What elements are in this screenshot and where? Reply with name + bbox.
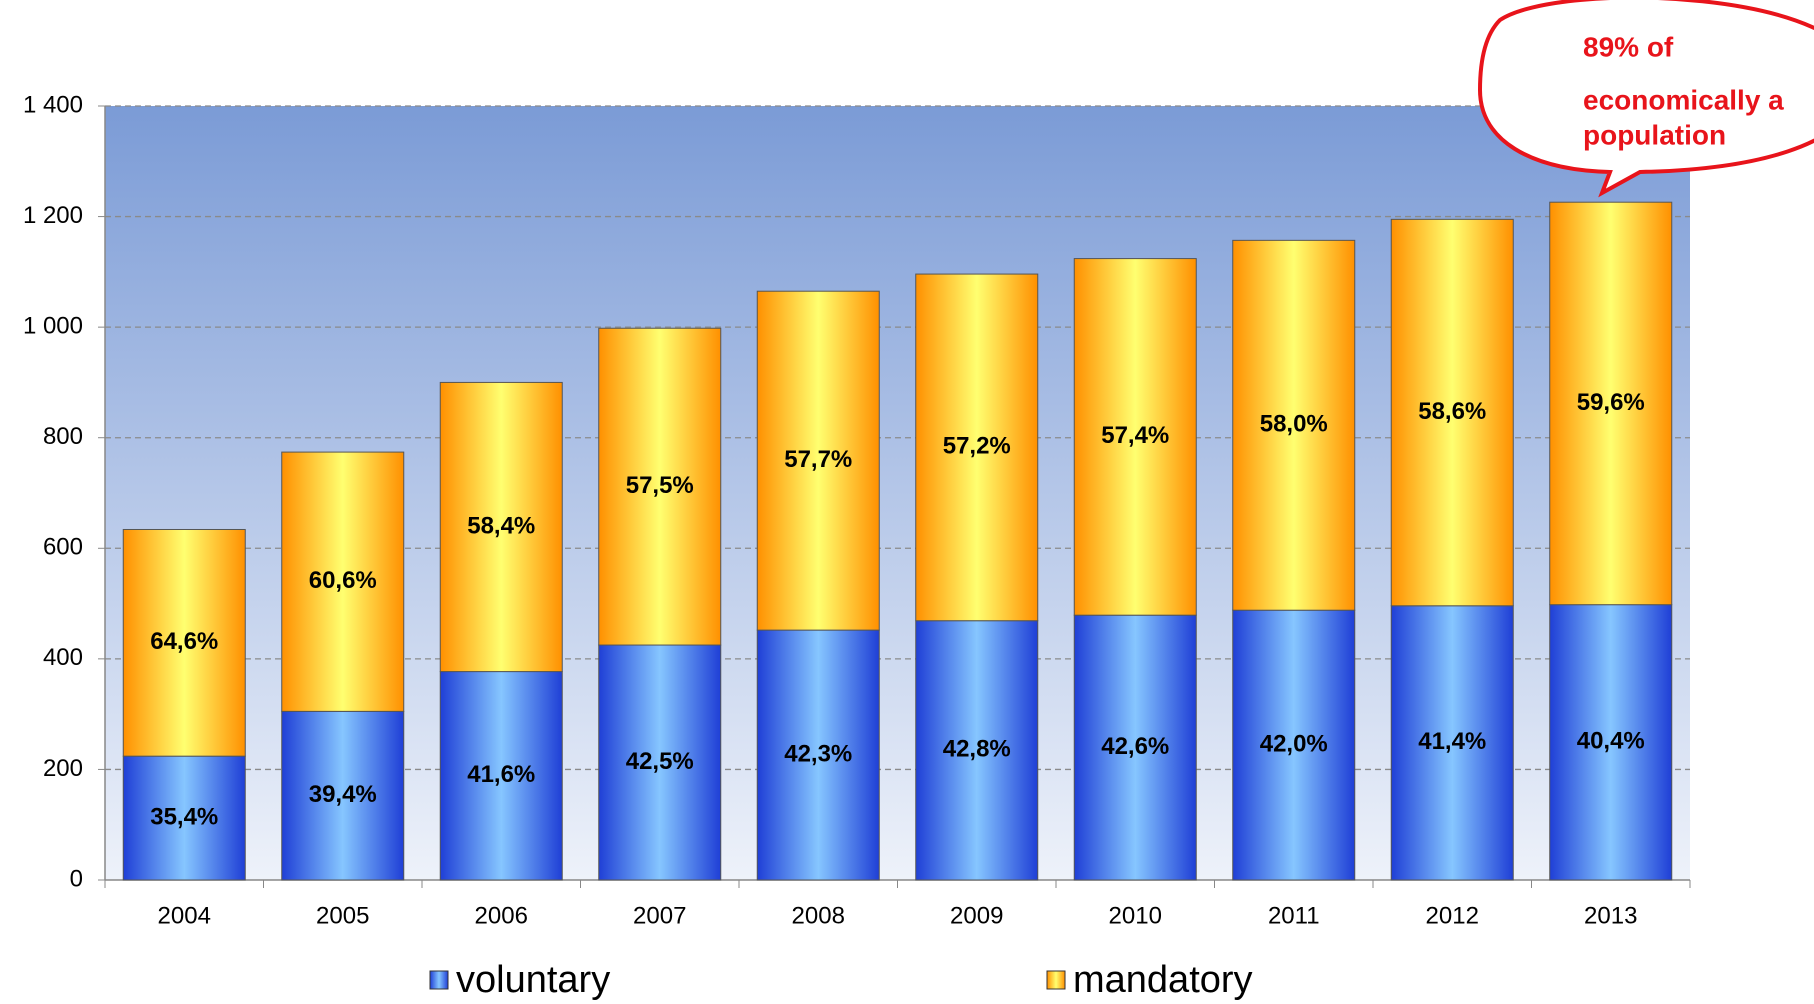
y-tick-label: 1 400 xyxy=(23,91,83,118)
percent-label: 60,6% xyxy=(309,567,377,594)
bar-segment xyxy=(439,671,563,881)
percent-label: 42,0% xyxy=(1260,730,1328,757)
y-tick-label: 600 xyxy=(43,534,83,561)
x-tick-label: 2007 xyxy=(633,902,686,929)
percent-label: 57,7% xyxy=(784,446,852,473)
percent-label: 57,2% xyxy=(943,433,1011,460)
percent-label: 42,8% xyxy=(943,736,1011,763)
x-tick-label: 2012 xyxy=(1426,902,1479,929)
bar-segment xyxy=(122,755,246,881)
x-tick-label: 2010 xyxy=(1109,902,1162,929)
legend-label: mandatory xyxy=(1073,959,1253,1001)
bar-segment xyxy=(1390,605,1514,881)
bar-segment xyxy=(281,710,405,881)
percent-label: 40,4% xyxy=(1577,728,1645,755)
percent-label: 41,6% xyxy=(467,761,535,788)
y-tick-label: 1 200 xyxy=(23,202,83,229)
bar-segment xyxy=(1549,604,1673,881)
annotation: economically a xyxy=(1583,84,1784,115)
legend-swatch xyxy=(1046,970,1066,990)
bar-segment xyxy=(598,327,722,646)
annotation: population xyxy=(1583,119,1726,150)
x-tick-label: 2009 xyxy=(950,902,1003,929)
bar-segment xyxy=(1232,609,1356,881)
percent-label: 41,4% xyxy=(1418,728,1486,755)
x-tick-label: 2004 xyxy=(158,902,211,929)
percent-label: 42,3% xyxy=(784,740,852,767)
percent-label: 58,4% xyxy=(467,512,535,539)
percent-label: 42,6% xyxy=(1101,733,1169,760)
percent-label: 39,4% xyxy=(309,781,377,808)
annotation: 89% of xyxy=(1583,31,1674,62)
bar-segment xyxy=(1232,239,1356,611)
x-tick-label: 2006 xyxy=(475,902,528,929)
bar-segment xyxy=(1390,218,1514,607)
percent-label: 57,5% xyxy=(626,472,694,499)
percent-label: 58,6% xyxy=(1418,398,1486,425)
bar-segment xyxy=(598,644,722,881)
legend-label: voluntary xyxy=(456,959,610,1001)
bar-segment xyxy=(1073,258,1197,616)
y-tick-label: 1 000 xyxy=(23,312,83,339)
y-tick-label: 200 xyxy=(43,755,83,782)
bar-segment xyxy=(915,273,1039,622)
bar-segment xyxy=(281,451,405,712)
legend-swatch xyxy=(429,970,449,990)
bar-segment xyxy=(439,381,563,673)
percent-label: 57,4% xyxy=(1101,422,1169,449)
y-tick-label: 400 xyxy=(43,644,83,671)
percent-label: 58,0% xyxy=(1260,411,1328,438)
bar-segment xyxy=(756,290,880,631)
percent-label: 59,6% xyxy=(1577,389,1645,416)
bar-segment xyxy=(915,620,1039,881)
callout xyxy=(1477,0,1814,198)
percent-label: 35,4% xyxy=(150,803,218,830)
bar-segment xyxy=(1549,201,1673,606)
y-tick-label: 0 xyxy=(70,865,83,892)
percent-label: 42,5% xyxy=(626,748,694,775)
percent-label: 64,6% xyxy=(150,628,218,655)
x-tick-label: 2008 xyxy=(792,902,845,929)
x-tick-label: 2011 xyxy=(1268,902,1320,929)
y-tick-label: 800 xyxy=(43,423,83,450)
bar-segment xyxy=(756,629,880,881)
x-tick-label: 2005 xyxy=(316,902,369,929)
bar-segment xyxy=(122,528,246,757)
x-tick-label: 2013 xyxy=(1584,902,1637,929)
bar-segment xyxy=(1073,614,1197,881)
